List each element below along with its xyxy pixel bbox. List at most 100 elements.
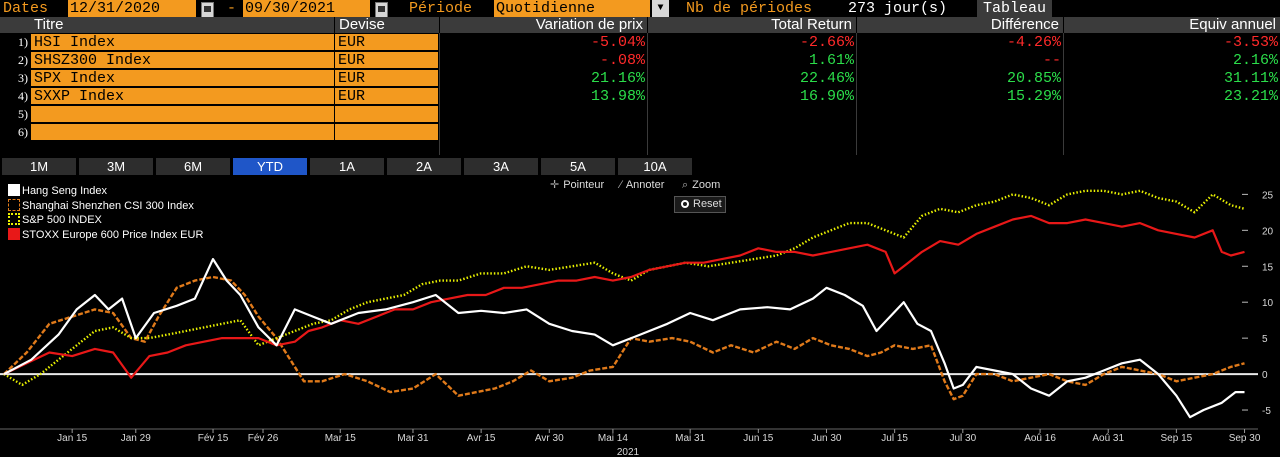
annotate-tool[interactable]: ∕ Annoter <box>620 178 664 192</box>
period-tab-2a[interactable]: 2A <box>387 158 463 175</box>
period-tab-3m[interactable]: 3M <box>79 158 155 175</box>
series-line-stoxx-europe-600-price-index-eur[interactable] <box>3 214 1245 379</box>
x-tick-label: Jan 29 <box>121 433 151 444</box>
difference-cell <box>857 124 1063 141</box>
crosshair-icon: ✛ <box>550 179 560 191</box>
reset-button[interactable]: Reset <box>674 196 726 213</box>
annual-cell: 23.21% <box>1223 88 1278 105</box>
dates-label: Dates <box>3 0 49 17</box>
legend-item-stoxx600[interactable]: STOXX Europe 600 Price Index EUR <box>8 227 204 243</box>
x-tick-label: Fév 26 <box>248 433 279 444</box>
price-var-cell: -5.04% <box>590 34 645 51</box>
y-tick-label: 5 <box>1262 334 1268 345</box>
period-select[interactable]: Quotidienne <box>494 0 650 17</box>
total-return-cell <box>648 124 856 141</box>
zoom-tool[interactable]: ⌕ Zoom <box>682 178 720 192</box>
row-number: 5) <box>18 107 28 121</box>
performance-chart[interactable]: -5 0 5 10 15 20 25 Jan 15 Jan 29 Fév 15 Fév 26 Mar … <box>0 176 1280 457</box>
header-devise[interactable]: Devise <box>335 17 439 33</box>
tableau-button[interactable]: Tableau <box>977 0 1053 17</box>
difference-cell: 20.85% <box>1006 70 1061 87</box>
annual-cell: 2.16% <box>1232 52 1278 69</box>
legend-label: STOXX Europe 600 Price Index EUR <box>22 228 204 241</box>
period-tab-6m[interactable]: 6M <box>156 158 232 175</box>
reset-icon <box>681 200 689 208</box>
header-variation-prix[interactable]: Variation de prix <box>440 17 647 33</box>
period-tab-5a[interactable]: 5A <box>541 158 617 175</box>
period-tab-3a[interactable]: 3A <box>464 158 540 175</box>
row-number: 6) <box>18 125 28 139</box>
x-tick-label: Mai 14 <box>598 433 628 444</box>
ticker-cell[interactable]: SXXP Index <box>31 88 334 105</box>
column-divider <box>439 33 440 155</box>
x-tick-label: Avr 15 <box>467 433 496 444</box>
x-tick-label: Jun 30 <box>811 433 841 444</box>
y-tick-label: 10 <box>1262 298 1274 309</box>
difference-cell: 15.29% <box>1006 88 1061 105</box>
y-tick-label: 0 <box>1262 370 1268 381</box>
legend-swatch <box>8 213 20 225</box>
series-line-hang-seng-index[interactable] <box>3 258 1245 419</box>
header-total-return[interactable]: Total Return <box>648 17 856 33</box>
legend-label: Shanghai Shenzhen CSI 300 Index <box>22 199 194 212</box>
currency-cell[interactable]: EUR <box>335 34 438 51</box>
ticker-cell[interactable]: SHSZ300 Index <box>31 52 334 69</box>
row-number: 2) <box>18 53 28 67</box>
period-tab-1m[interactable]: 1M <box>2 158 78 175</box>
annotate-label: Annoter <box>625 179 665 191</box>
total-return-cell: -2.66% <box>799 34 854 51</box>
period-tab-ytd[interactable]: YTD <box>233 158 309 175</box>
x-tick-label: Sep 15 <box>1161 433 1193 444</box>
annual-cell <box>1064 106 1280 123</box>
series-line-s-p-500-index[interactable] <box>3 189 1245 387</box>
y-tick-label: 20 <box>1262 226 1274 237</box>
currency-cell[interactable]: EUR <box>335 70 438 87</box>
legend-swatch <box>8 184 20 196</box>
toolbar: Dates 12/31/2020 - 09/30/2021 Période Qu… <box>0 0 1280 19</box>
start-date-field[interactable]: 12/31/2020 <box>68 0 196 17</box>
total-return-cell <box>648 106 856 123</box>
ticker-cell[interactable] <box>31 106 334 123</box>
ticker-cell[interactable]: HSI Index <box>31 34 334 51</box>
pointer-label: Pointeur <box>563 179 605 191</box>
column-divider <box>856 33 857 155</box>
header-equiv-annuel[interactable]: Equiv annuel <box>1064 17 1280 33</box>
x-tick-label: Mar 31 <box>397 433 429 444</box>
currency-cell[interactable]: EUR <box>335 88 438 105</box>
price-var-cell: -.08% <box>599 52 645 69</box>
x-tick-label: Fév 15 <box>198 433 229 444</box>
ticker-cell[interactable] <box>31 124 334 141</box>
x-tick-label: Sep 30 <box>1229 433 1261 444</box>
column-divider <box>647 33 648 155</box>
x-tick-label: Aoû 16 <box>1024 433 1056 444</box>
currency-cell[interactable] <box>335 106 438 123</box>
ticker-cell[interactable]: SPX Index <box>31 70 334 87</box>
difference-cell: -- <box>1042 52 1061 69</box>
pencil-icon: ∕ <box>620 179 622 191</box>
header-difference[interactable]: Différence <box>857 17 1063 33</box>
period-dropdown-arrow-icon[interactable]: ▼ <box>652 0 669 17</box>
difference-cell: -4.26% <box>1006 34 1061 51</box>
period-tab-1a[interactable]: 1A <box>310 158 386 175</box>
legend-swatch <box>8 198 20 211</box>
end-date-calendar-icon[interactable] <box>375 2 388 19</box>
total-return-cell: 1.61% <box>808 52 854 69</box>
annual-cell <box>1064 124 1280 141</box>
row-number: 3) <box>18 71 28 85</box>
series-line-shanghai-shenzhen-csi-300-index[interactable] <box>3 275 1245 401</box>
legend-item-hang-seng[interactable]: Hang Seng Index <box>8 184 203 199</box>
currency-cell[interactable] <box>335 124 438 141</box>
pointer-tool[interactable]: ✛ Pointeur <box>550 178 604 192</box>
header-titre[interactable]: Titre <box>0 17 334 33</box>
currency-cell[interactable]: EUR <box>335 52 438 69</box>
legend-item-sp500[interactable]: S&P 500 INDEX <box>8 213 203 228</box>
price-var-cell <box>440 124 647 141</box>
y-tick-label: 25 <box>1262 190 1274 201</box>
period-tab-10a[interactable]: 10A <box>618 158 694 175</box>
zoom-label: Zoom <box>692 179 721 191</box>
legend-item-csi300[interactable]: Shanghai Shenzhen CSI 300 Index <box>8 198 203 214</box>
total-return-cell: 16.90% <box>799 88 854 105</box>
end-date-field[interactable]: 09/30/2021 <box>243 0 370 17</box>
annual-cell: 31.11% <box>1223 70 1278 87</box>
legend-label: Hang Seng Index <box>22 185 108 197</box>
